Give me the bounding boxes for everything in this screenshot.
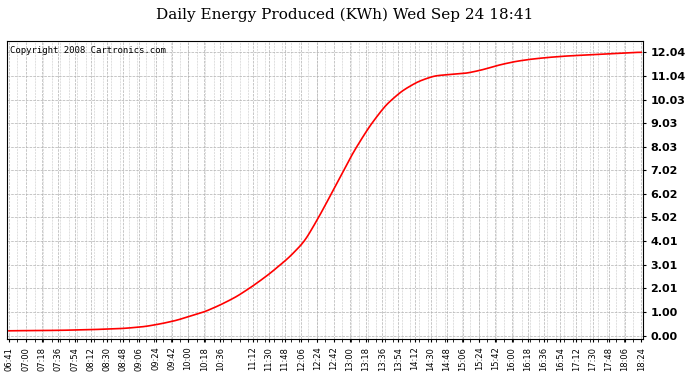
Text: Copyright 2008 Cartronics.com: Copyright 2008 Cartronics.com: [10, 46, 166, 55]
Text: Daily Energy Produced (KWh) Wed Sep 24 18:41: Daily Energy Produced (KWh) Wed Sep 24 1…: [157, 8, 533, 22]
